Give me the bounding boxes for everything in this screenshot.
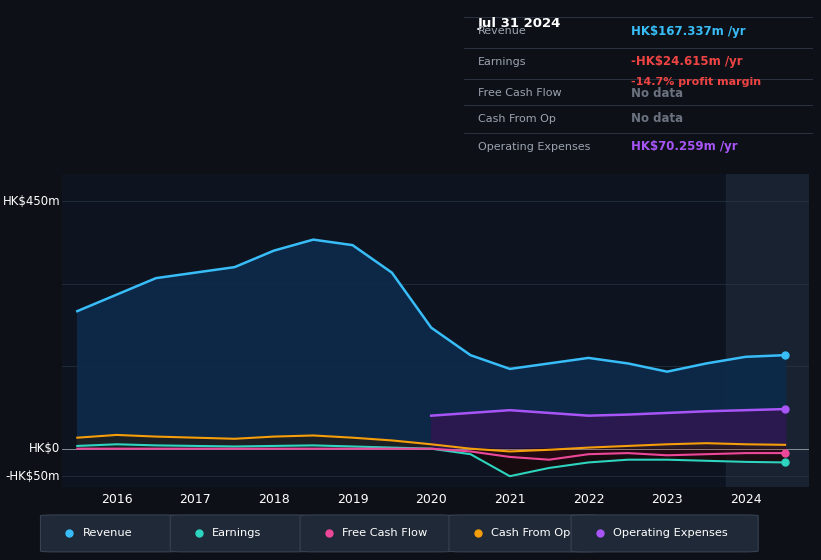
- Text: -HK$24.615m /yr: -HK$24.615m /yr: [631, 55, 743, 68]
- Text: HK$0: HK$0: [29, 442, 60, 455]
- Text: Earnings: Earnings: [213, 529, 262, 538]
- Bar: [726, 174, 809, 487]
- Text: Free Cash Flow: Free Cash Flow: [478, 88, 562, 98]
- Text: Revenue: Revenue: [478, 26, 526, 36]
- Text: Revenue: Revenue: [82, 529, 132, 538]
- FancyBboxPatch shape: [300, 515, 453, 552]
- Text: Operating Expenses: Operating Expenses: [478, 142, 590, 152]
- Text: HK$70.259m /yr: HK$70.259m /yr: [631, 141, 738, 153]
- Text: Free Cash Flow: Free Cash Flow: [342, 529, 427, 538]
- Text: Operating Expenses: Operating Expenses: [613, 529, 728, 538]
- FancyBboxPatch shape: [449, 515, 598, 552]
- Text: -HK$50m: -HK$50m: [6, 470, 60, 483]
- Text: Earnings: Earnings: [478, 57, 526, 67]
- FancyBboxPatch shape: [40, 515, 178, 552]
- Text: Jul 31 2024: Jul 31 2024: [478, 17, 562, 30]
- Text: Cash From Op: Cash From Op: [478, 114, 556, 124]
- FancyBboxPatch shape: [571, 515, 759, 552]
- Text: HK$450m: HK$450m: [2, 195, 60, 208]
- FancyBboxPatch shape: [170, 515, 308, 552]
- Text: No data: No data: [631, 87, 683, 100]
- Text: HK$167.337m /yr: HK$167.337m /yr: [631, 25, 746, 38]
- Text: -14.7% profit margin: -14.7% profit margin: [631, 77, 761, 87]
- Text: No data: No data: [631, 112, 683, 125]
- Text: Cash From Op: Cash From Op: [491, 529, 571, 538]
